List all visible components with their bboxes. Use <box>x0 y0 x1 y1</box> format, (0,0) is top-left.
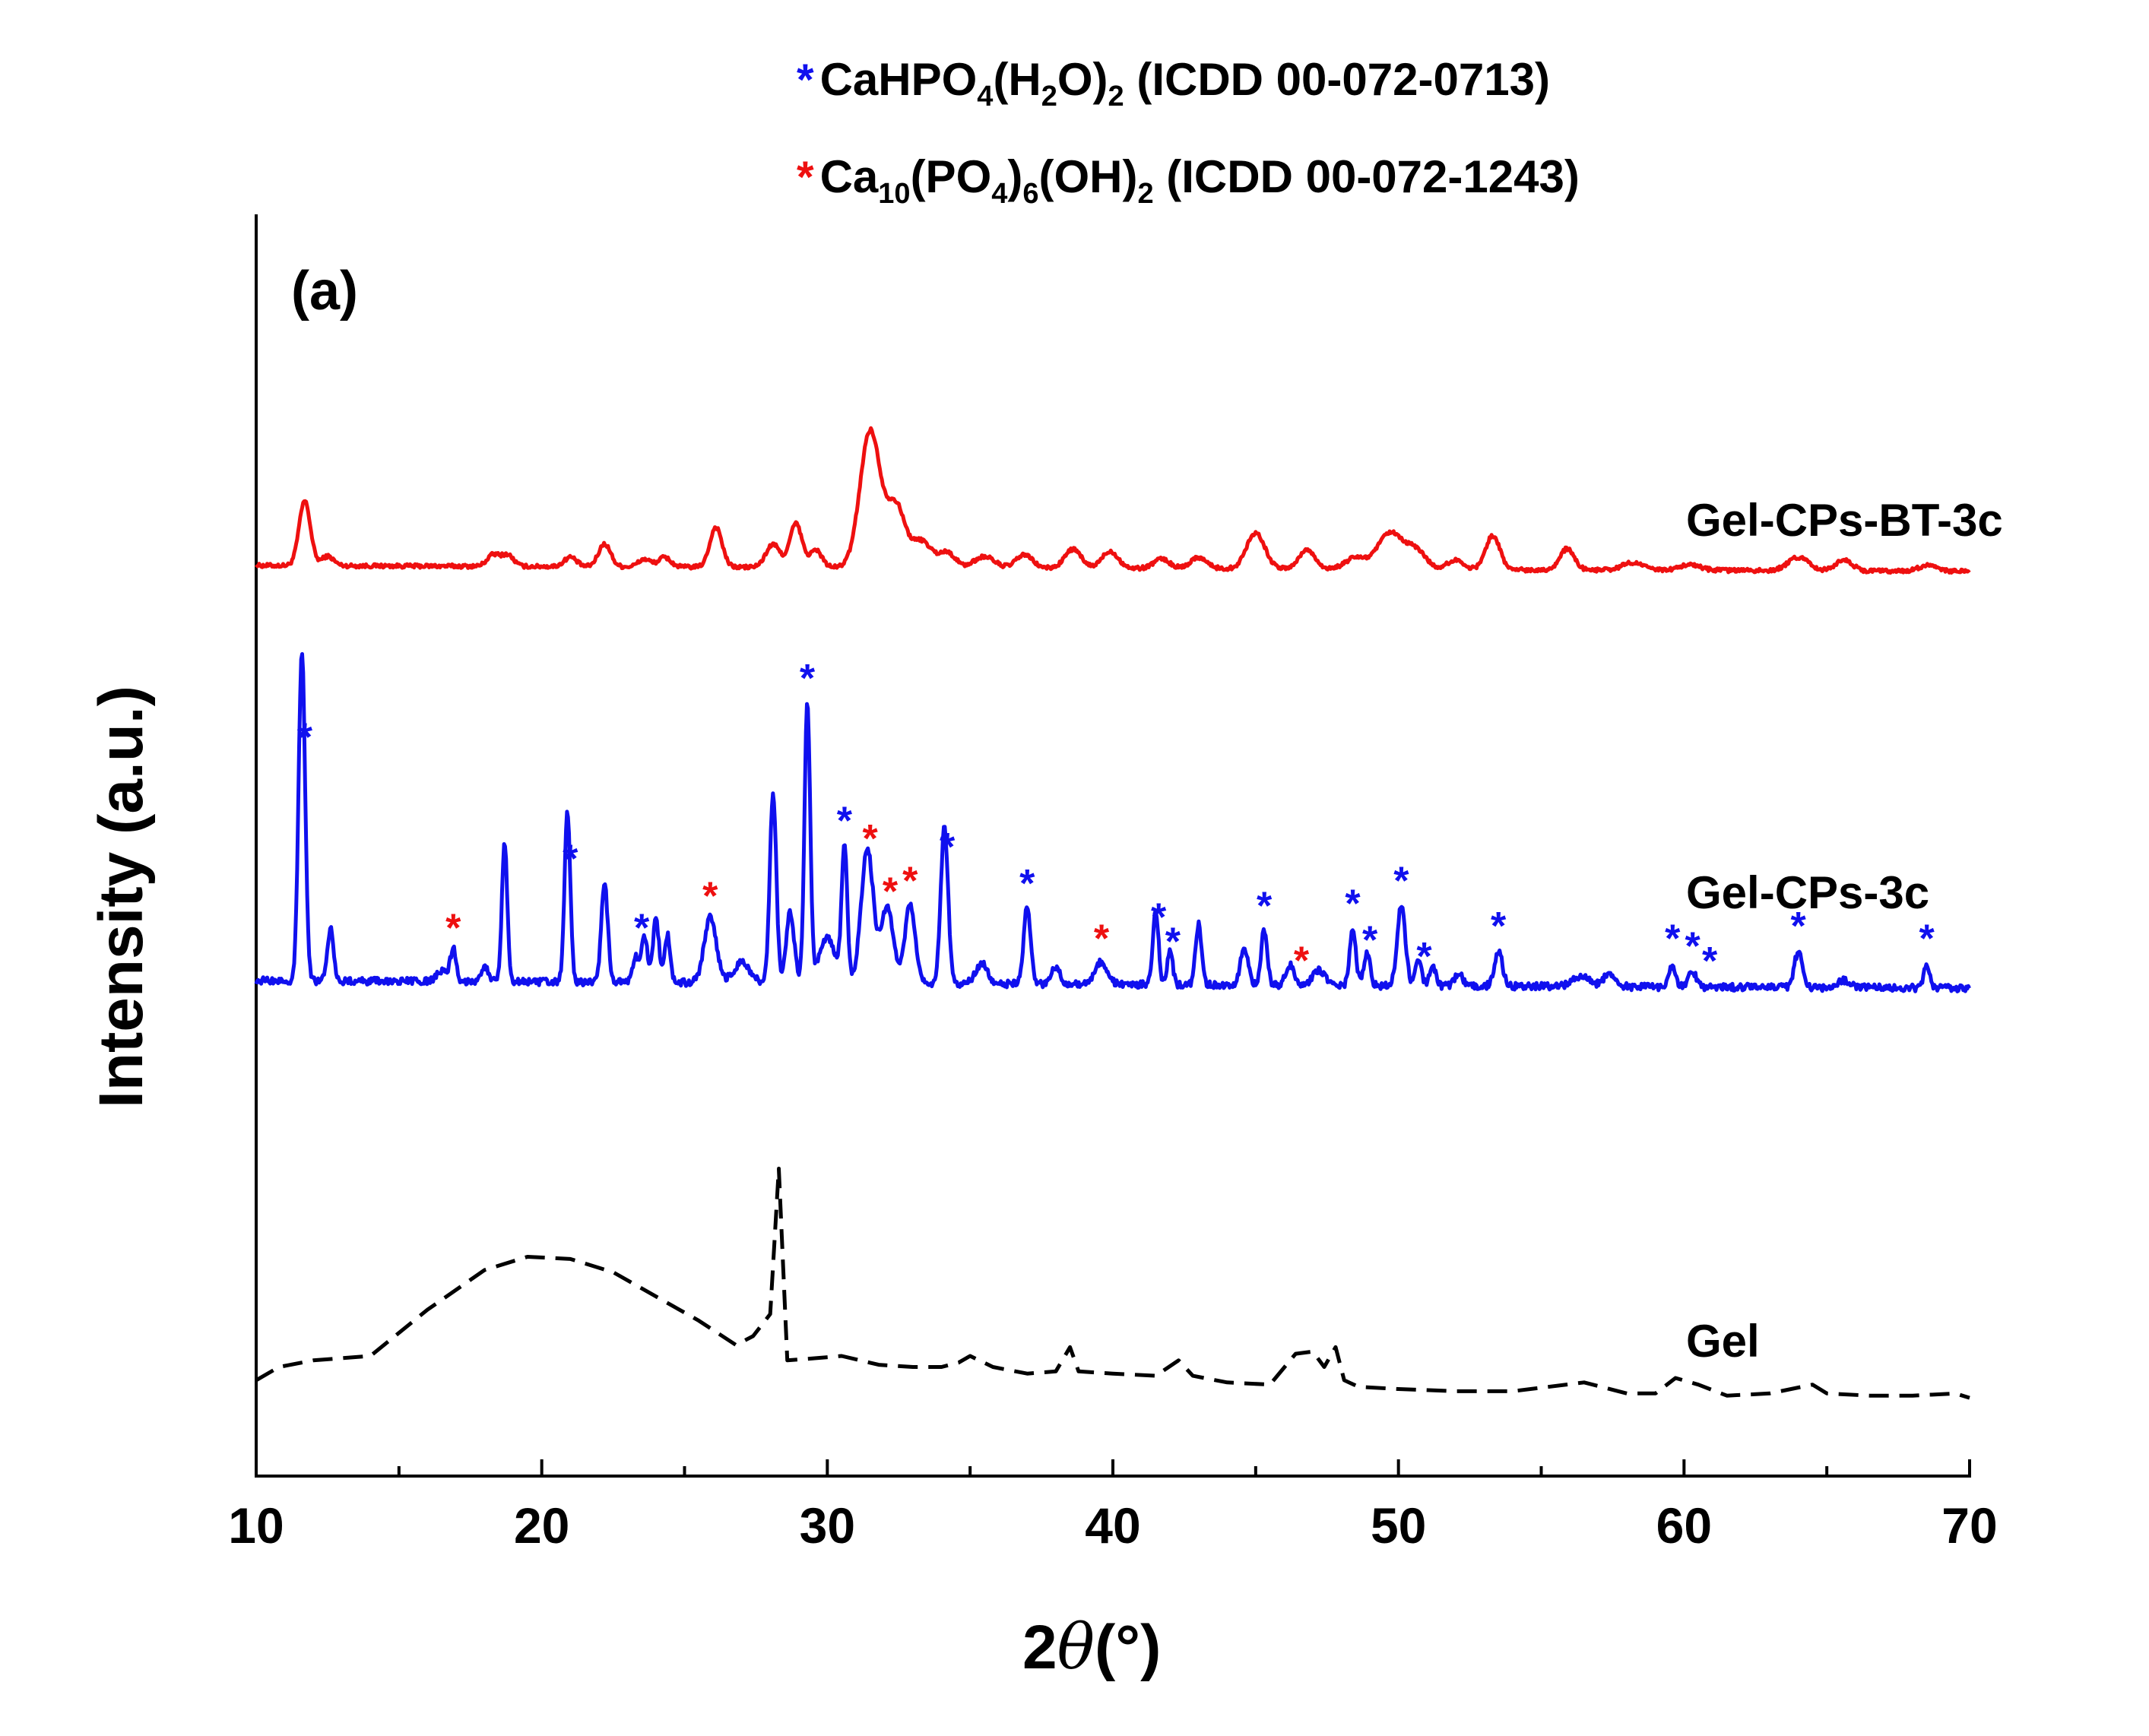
series-label-gel-cps-3c: Gel-CPs-3c <box>1686 867 1930 918</box>
curves <box>254 426 1971 1400</box>
peak-marker: * <box>883 870 899 914</box>
legend-sub: 2 <box>1108 81 1124 112</box>
legend-sub: 10 <box>878 178 911 210</box>
legend-text: CaHPO <box>819 54 978 105</box>
x-tick-label: 60 <box>1656 1497 1712 1554</box>
x-axis-label-prefix: 2 <box>1022 1613 1057 1682</box>
peak-marker: * <box>1345 882 1361 926</box>
legend-sub: 2 <box>1137 178 1154 210</box>
y-axis-label: Intensity (a.u.) <box>87 686 156 1108</box>
series-line-gel-cps-3c <box>254 652 1971 993</box>
peak-marker: * <box>1362 919 1378 963</box>
legend-sub: 2 <box>1041 81 1057 112</box>
peak-marker: * <box>863 817 879 861</box>
peak-marker: * <box>297 716 313 760</box>
peak-marker: * <box>1790 904 1806 949</box>
peak-marker: * <box>634 907 650 951</box>
x-axis-label-unit: (°) <box>1094 1613 1162 1682</box>
x-axis-label: 2θ(°) <box>1022 1611 1161 1684</box>
x-tick-label: 70 <box>1941 1497 1997 1554</box>
series-line-gel-cps-bt-3c <box>255 426 1971 575</box>
legend-sub: 4 <box>977 81 994 112</box>
panel-label: (a) <box>291 261 358 322</box>
peak-marker: * <box>940 825 956 870</box>
x-tick-label: 30 <box>800 1497 855 1554</box>
legend-item-hydroxyapatite: * Ca10(PO4)6(OH)2 (ICDD 00-072-1243) <box>797 150 1580 208</box>
series-label-gel: Gel <box>1686 1316 1760 1367</box>
peak-marker: * <box>1151 896 1167 940</box>
peak-marker: * <box>902 860 918 904</box>
peak-marker: * <box>702 874 718 918</box>
peak-marker: * <box>1685 924 1700 968</box>
legend-text: (ICDD 00-072-0713) <box>1124 54 1550 105</box>
legend-sub: 4 <box>991 178 1008 210</box>
phase-markers: ******* ** **** ********* * * ** * <box>297 657 1935 984</box>
series-line-gel <box>255 1167 1970 1400</box>
x-axis-label-symbol: θ <box>1057 1611 1095 1684</box>
legend-text: (OH) <box>1038 151 1138 202</box>
legend-text: Ca <box>819 151 879 202</box>
series-label-gel-cps-bt-3c: Gel-CPs-BT-3c <box>1686 495 2003 546</box>
peak-marker: * <box>1393 860 1409 904</box>
legend-marker: * <box>797 153 814 202</box>
peak-marker: * <box>1294 939 1310 983</box>
x-tick-label: 50 <box>1371 1497 1426 1554</box>
axes: 10 20 30 40 50 60 70 <box>228 214 1998 1554</box>
peak-marker: * <box>837 800 853 844</box>
peak-marker: * <box>1919 917 1935 961</box>
peak-marker: * <box>1702 939 1718 984</box>
legend-sub: 6 <box>1022 178 1039 210</box>
peak-marker: * <box>445 906 461 950</box>
legend-item-cahpo4: * CaHPO4(H2O)2 (ICDD 00-072-0713) <box>797 53 1550 111</box>
legend-text: (H <box>993 54 1041 105</box>
x-tick-label: 10 <box>228 1497 284 1554</box>
legend-text: O) <box>1057 54 1108 105</box>
peak-marker: * <box>1165 920 1181 965</box>
peak-marker: * <box>1491 904 1507 949</box>
legend-text: (PO <box>910 151 992 202</box>
legend-text: (ICDD 00-072-1243) <box>1153 151 1580 202</box>
legend-marker: * <box>797 55 814 105</box>
peak-marker: * <box>563 838 578 882</box>
peak-marker: * <box>800 657 816 701</box>
peak-marker: * <box>1257 885 1273 929</box>
peak-marker: * <box>1416 935 1432 979</box>
x-tick-label: 40 <box>1085 1497 1140 1554</box>
peak-marker: * <box>1665 917 1681 961</box>
x-tick-label: 20 <box>514 1497 569 1554</box>
legend-text: ) <box>1007 151 1023 202</box>
peak-marker: * <box>1094 917 1110 961</box>
peak-marker: * <box>1019 862 1035 906</box>
